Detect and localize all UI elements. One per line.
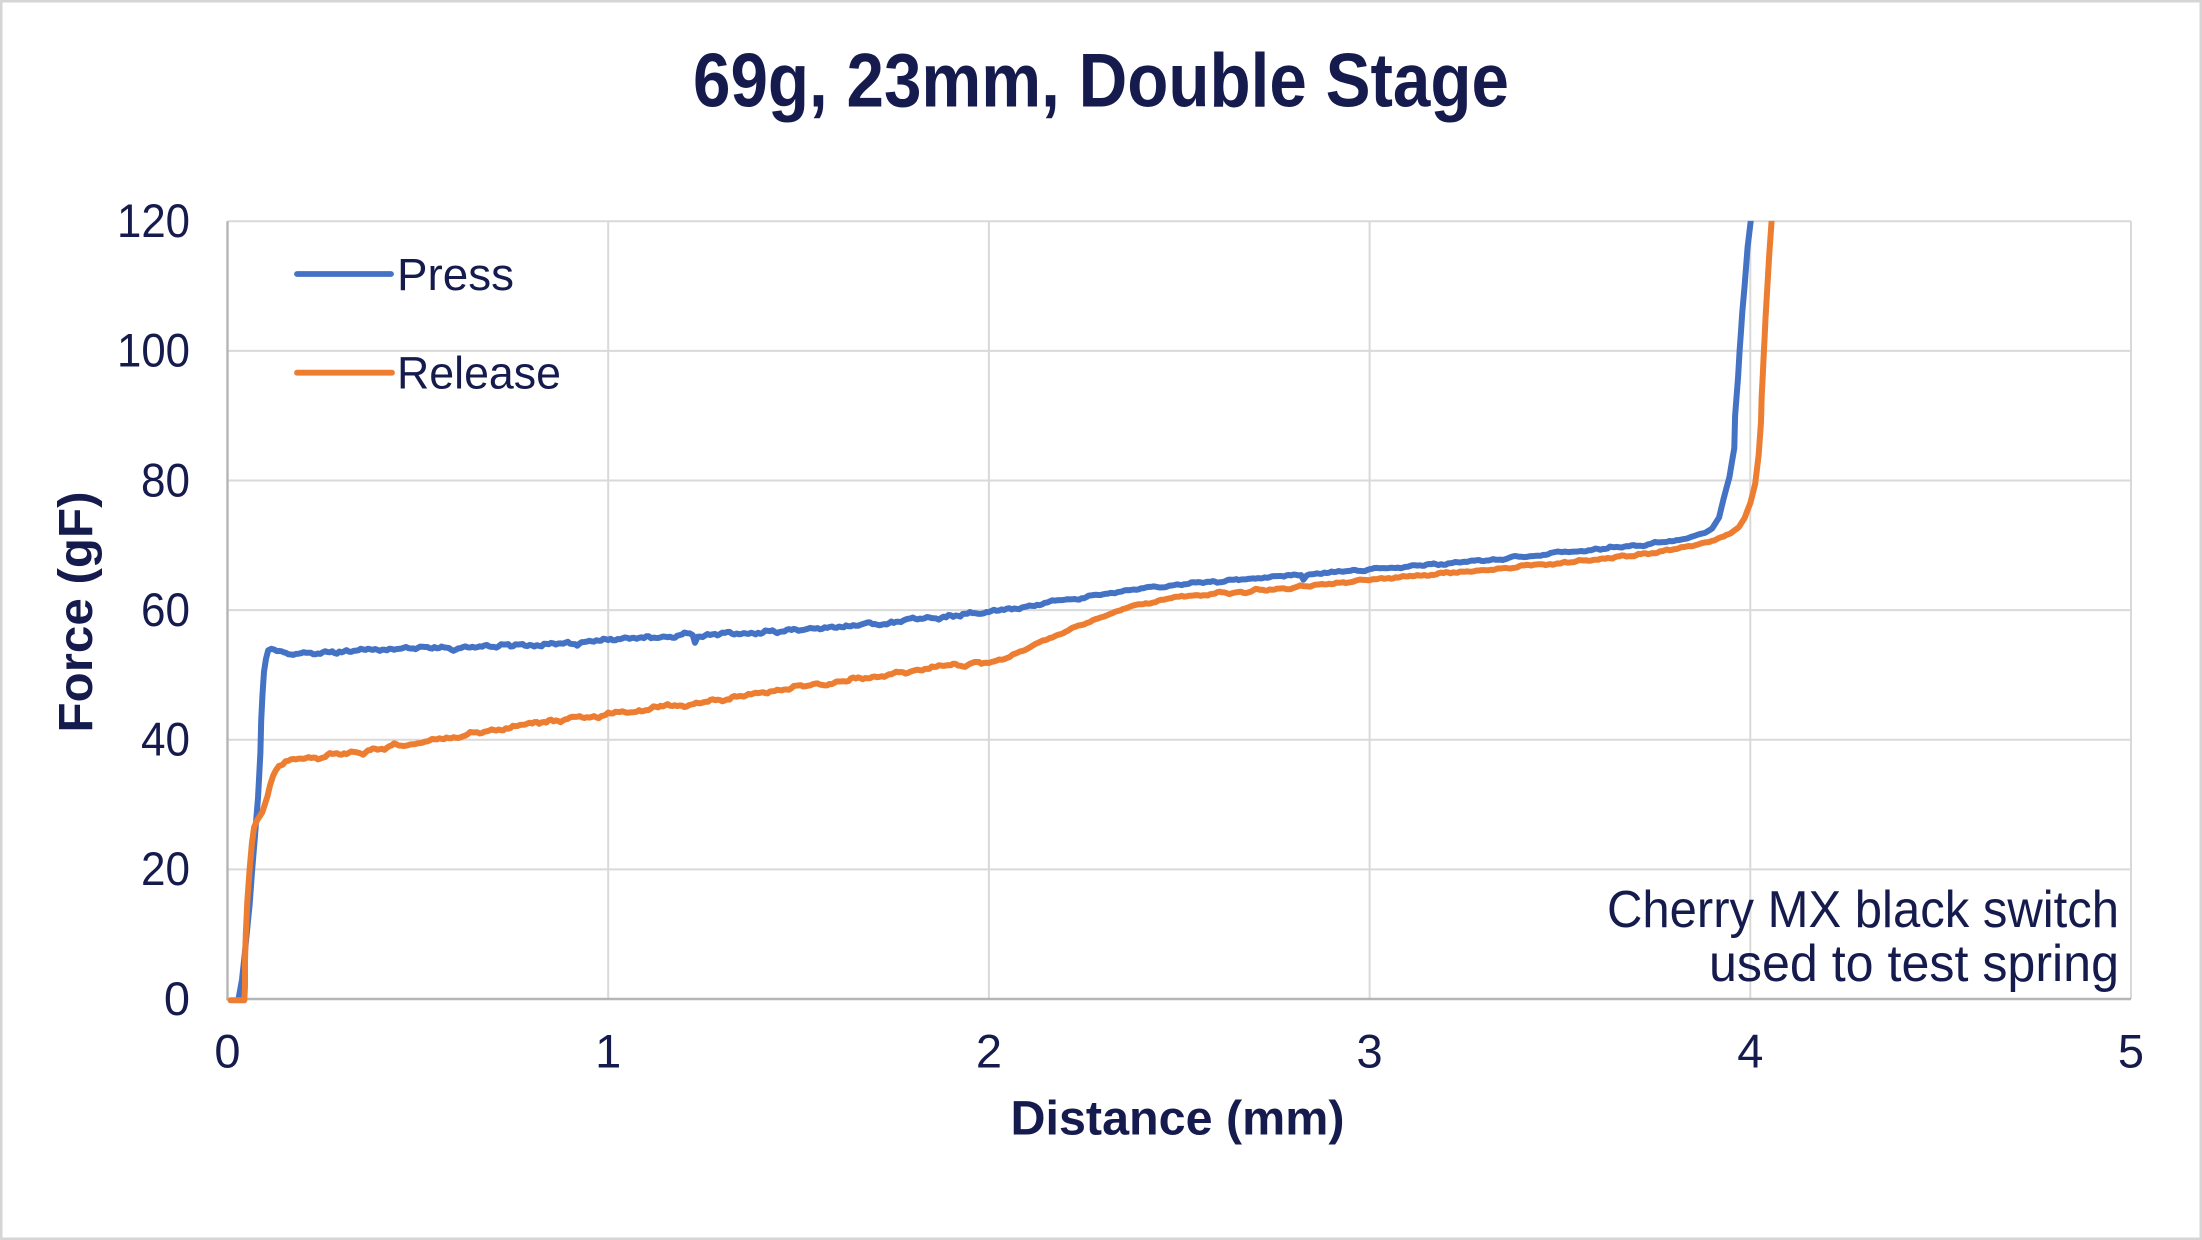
svg-text:Force (gF): Force (gF) [50, 492, 103, 733]
svg-text:Cherry MX black switch: Cherry MX black switch [1607, 881, 2119, 939]
svg-text:100: 100 [117, 324, 190, 377]
svg-text:120: 120 [117, 194, 190, 247]
svg-text:Press: Press [397, 249, 514, 300]
svg-text:40: 40 [141, 713, 190, 766]
svg-text:Distance (mm): Distance (mm) [1011, 1093, 1345, 1146]
svg-text:4: 4 [1737, 1025, 1763, 1078]
svg-text:69g, 23mm, Double Stage: 69g, 23mm, Double Stage [693, 39, 1509, 124]
svg-text:5: 5 [2118, 1025, 2144, 1078]
svg-text:1: 1 [595, 1025, 621, 1078]
svg-text:2: 2 [976, 1025, 1002, 1078]
svg-text:0: 0 [164, 972, 190, 1025]
svg-text:0: 0 [214, 1025, 240, 1078]
svg-text:3: 3 [1357, 1025, 1383, 1078]
svg-text:used to test spring: used to test spring [1709, 935, 2119, 993]
svg-text:80: 80 [141, 453, 190, 506]
svg-text:60: 60 [141, 583, 190, 636]
svg-text:20: 20 [141, 842, 190, 895]
svg-text:Release: Release [397, 348, 561, 399]
